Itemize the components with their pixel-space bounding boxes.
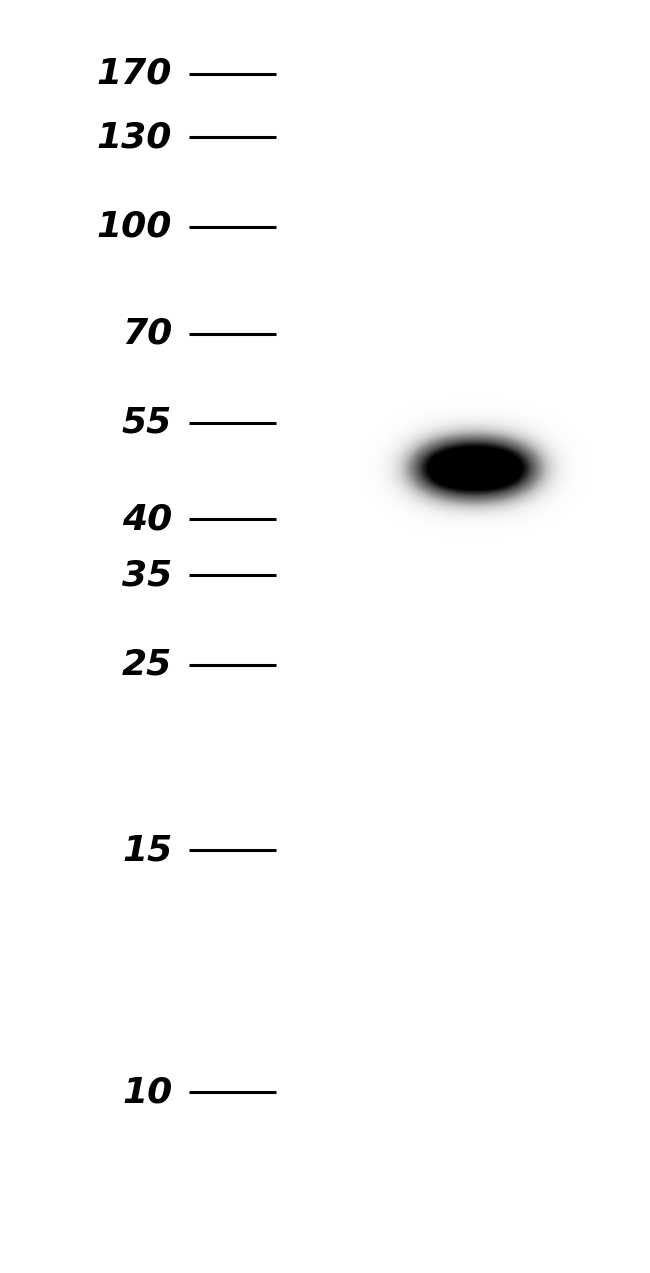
Text: 100: 100 xyxy=(97,210,172,243)
Text: 130: 130 xyxy=(97,121,172,154)
Text: 15: 15 xyxy=(122,834,172,867)
Text: 55: 55 xyxy=(122,406,172,439)
Text: 170: 170 xyxy=(97,57,172,90)
Bar xyxy=(283,0,650,1273)
Text: 35: 35 xyxy=(122,559,172,592)
Text: 70: 70 xyxy=(122,317,172,350)
Text: 10: 10 xyxy=(122,1076,172,1109)
Text: 25: 25 xyxy=(122,648,172,681)
Text: 40: 40 xyxy=(122,503,172,536)
